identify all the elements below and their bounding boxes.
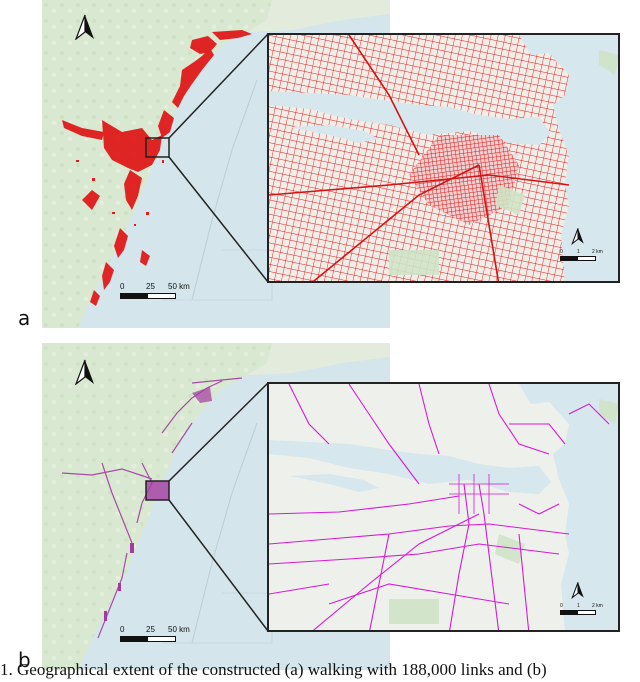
panel-label-b: b: [18, 648, 31, 672]
panel-label-a: a: [18, 306, 31, 330]
scalebar-tick: 2 km: [592, 603, 603, 609]
scalebar-tick: 1: [577, 249, 580, 255]
scalebar-tick: 0: [560, 249, 563, 255]
scalebar-tick: 0: [120, 282, 125, 291]
scalebar-tick: 2 km: [592, 249, 603, 255]
scalebar-tick: 25: [146, 625, 155, 634]
scalebar-tick: 25: [146, 282, 155, 291]
overview-basemap-b: [42, 343, 390, 670]
scalebar-overview-b: 0 25 50 km: [120, 625, 190, 642]
scalebar-tick: 50 km: [168, 282, 190, 291]
inset-map-b: 0 1 2 km: [267, 382, 620, 632]
scalebar-inset-a: 0 1 2 km: [560, 249, 603, 261]
scalebar-tick: 0: [560, 603, 563, 609]
inset-basemap-b: [269, 384, 618, 630]
scalebar-tick: 50 km: [168, 625, 190, 634]
scalebar-tick: 1: [577, 603, 580, 609]
inset-basemap-a: [269, 35, 618, 281]
inset-map-a: 0 1 2 km: [267, 33, 620, 283]
figure-caption: 1. Geographical extent of the constructe…: [0, 660, 547, 679]
scalebar-inset-b: 0 1 2 km: [560, 603, 603, 615]
scalebar-overview-a: 0 25 50 km: [120, 282, 190, 299]
scalebar-tick: 0: [120, 625, 125, 634]
